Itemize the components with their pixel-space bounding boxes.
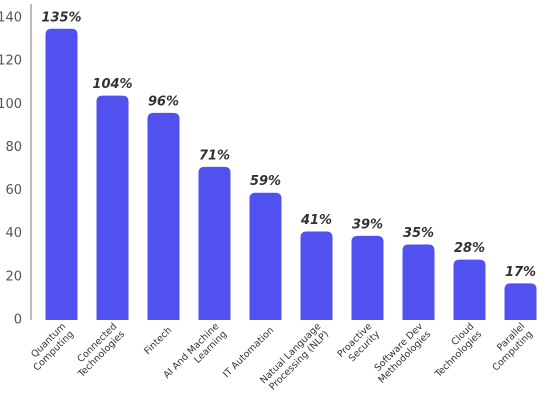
bar [300,231,333,320]
y-tick-label: 0 [14,313,22,328]
value-label: 41% [300,213,332,228]
value-label: 17% [505,265,536,280]
bar [96,95,129,321]
value-label: 104% [92,77,132,92]
value-label: 39% [352,217,383,232]
y-tick-label: 140 [0,11,22,26]
bar [504,283,537,320]
bar [351,235,384,320]
y-tick-label: 60 [5,183,22,198]
bar [453,259,486,320]
bar [45,28,78,321]
y-tick-label: 40 [5,226,22,241]
bar [198,166,231,320]
bar [249,192,282,320]
value-label: 135% [41,10,81,25]
y-tick-label: 80 [5,140,22,155]
bar [402,244,435,320]
y-tick-label: 100 [0,97,22,112]
value-label: 35% [403,226,434,241]
x-tick-label: Fintech [142,325,174,357]
value-label: 71% [199,148,230,163]
bar [147,112,180,321]
y-tick-label: 120 [0,54,22,69]
x-tick-label-line: Fintech [142,325,174,357]
y-tick-label: 20 [5,269,22,284]
value-label: 96% [148,94,179,109]
value-label: 59% [250,174,281,189]
value-label: 28% [454,241,485,256]
